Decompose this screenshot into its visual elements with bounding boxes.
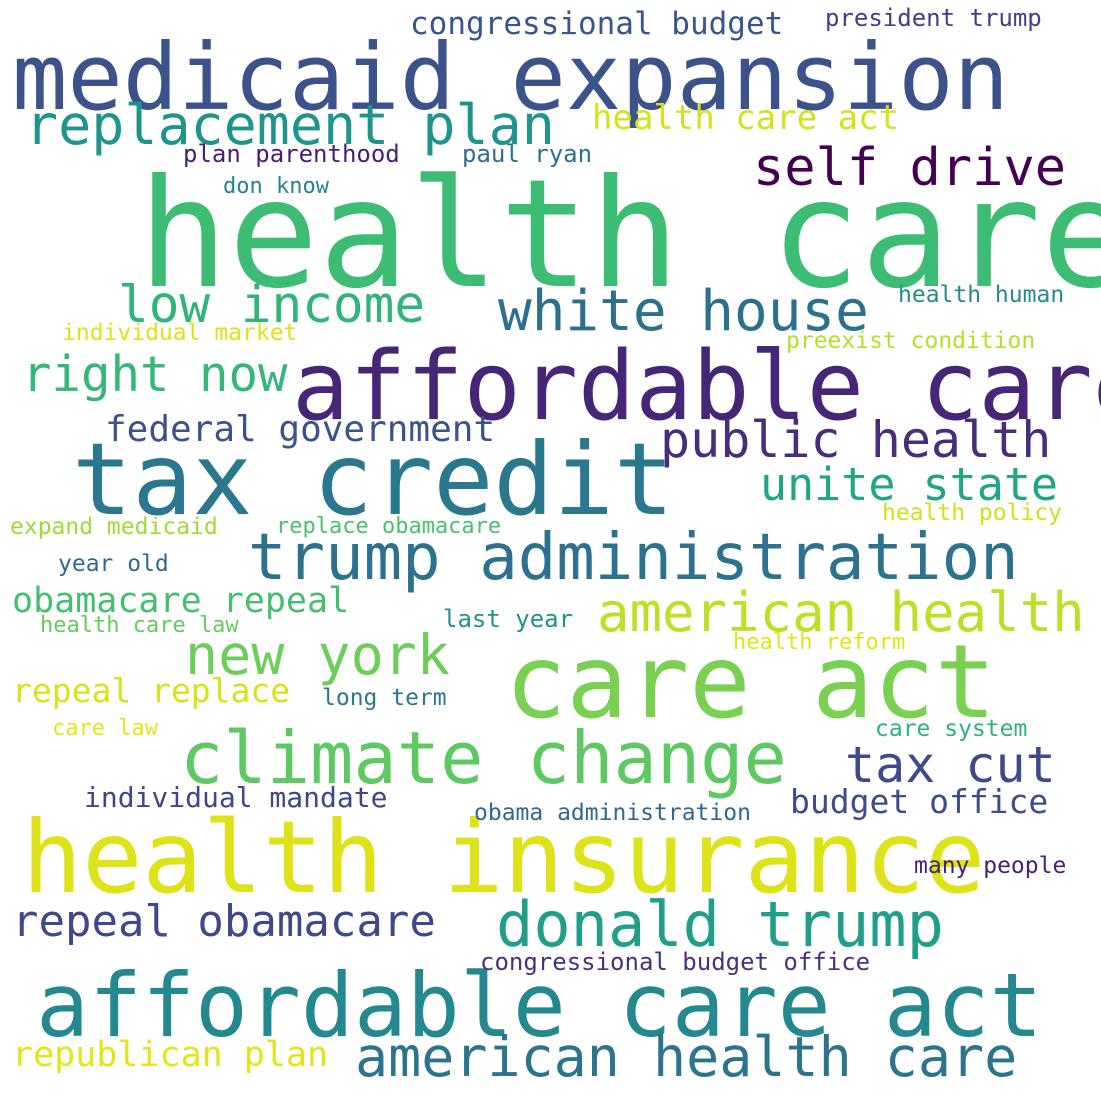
word-donald-trump: donald trump [496,888,944,961]
word-care-act: care act [505,623,997,742]
word-paul-ryan: paul ryan [462,140,593,168]
word-congressional-budget: congressional budget [410,6,784,42]
word-don-know: don know [223,174,329,199]
word-health-policy: health policy [882,500,1063,526]
word-climate-change: climate change [180,716,787,800]
word-trump-administration: trump administration [248,521,1019,595]
word-replacement-plan: replacement plan [25,93,555,157]
word-american-health: american health [597,581,1085,644]
word-individual-mandate: individual mandate [84,781,388,814]
word-president-trump: president trump [825,4,1042,32]
word-white-house: white house [498,279,869,344]
word-low-income: low income [118,276,426,335]
word-last-year: last year [443,605,574,633]
word-individual-market: individual market [62,320,298,346]
word-replace-obamacare: replace obamacare [276,514,502,539]
word-right-now: right now [22,346,288,403]
word-expand-medicaid: expand medicaid [10,514,218,540]
word-budget-office: budget office [790,782,1049,821]
word-preexist-condition: preexist condition [786,328,1036,354]
word-new-york: new york [185,623,450,687]
word-unite-state: unite state [760,458,1059,511]
word-health-care-act: health care act [592,98,900,138]
word-care-law: care law [52,716,158,741]
word-self-drive: self drive [753,138,1067,198]
word-affordable-care-act: affordable care act [36,954,1043,1057]
word-tax-credit: tax credit [72,421,675,538]
word-obama-administration: obama administration [474,800,751,826]
word-health-care: health care [138,148,1101,322]
word-republican-plan: republican plan [12,1035,329,1075]
word-long-term: long term [322,685,447,711]
word-plan-parenthood: plan parenthood [183,140,400,168]
word-affordable-care: affordable care [292,332,1101,442]
word-health-care-law: health care law [40,613,239,638]
word-congressional-budget-office: congressional budget office [480,948,871,976]
word-repeal-obamacare: repeal obamacare [12,896,436,947]
word-health-reform: health reform [733,630,906,655]
word-health-insurance: health insurance [22,799,986,916]
word-care-system: care system [875,716,1028,742]
word-obamacare-repeal: obamacare repeal [12,581,350,621]
word-year-old: year old [58,551,169,577]
word-public-health: public health [660,411,1052,469]
word-tax-cut: tax cut [845,736,1056,794]
word-many-people: many people [914,853,1067,879]
word-american-health-care: american health care [355,1025,1018,1089]
word-health-human: health human [898,282,1065,308]
word-repeal-replace: repeal replace [12,671,291,710]
word-federal-government: federal government [105,409,496,450]
word-medicaid-expansion: medicaid expansion [12,24,1009,131]
